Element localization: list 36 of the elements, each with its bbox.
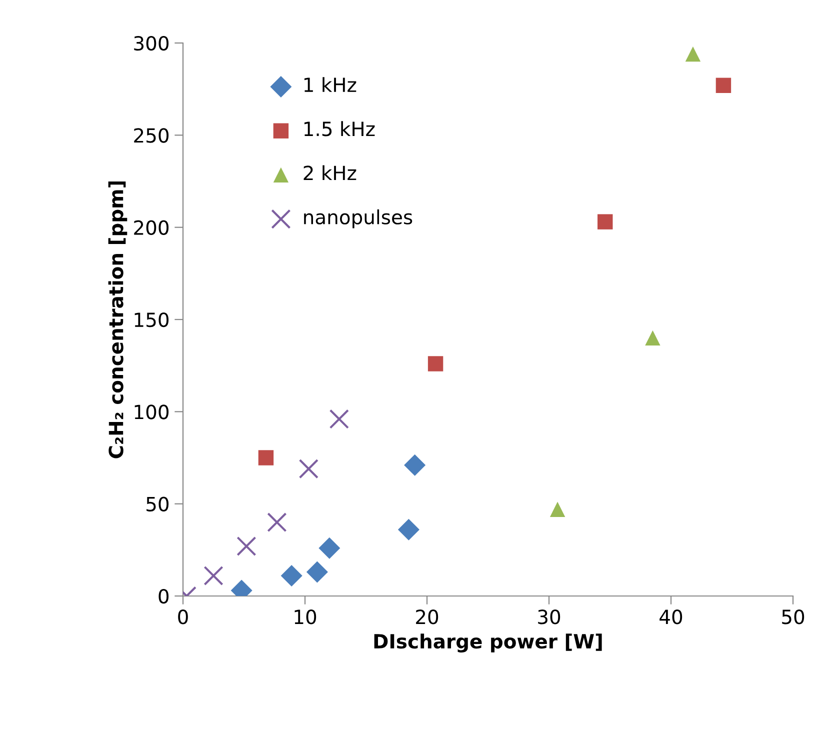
point bbox=[329, 409, 349, 429]
y-tick-label: 250 bbox=[134, 128, 169, 143]
point bbox=[318, 537, 340, 559]
x-tick-label: 20 bbox=[416, 610, 438, 624]
y-tick-label: 300 bbox=[134, 36, 169, 51]
point bbox=[258, 450, 274, 466]
point bbox=[280, 564, 302, 586]
point bbox=[236, 536, 256, 556]
y-tick-label: 0 bbox=[158, 588, 169, 604]
legend-label: 1 kHz bbox=[304, 77, 356, 92]
point bbox=[204, 566, 224, 586]
x-tick-label: 50 bbox=[782, 610, 804, 624]
x-tick-label: 10 bbox=[294, 610, 316, 624]
point bbox=[550, 502, 566, 517]
point bbox=[685, 46, 701, 62]
y-axis-title: C₂H₂ concentration [ppm] bbox=[108, 181, 128, 458]
point bbox=[645, 330, 660, 346]
legend-label: 1.5 kHz bbox=[304, 121, 375, 136]
point bbox=[428, 356, 444, 372]
point bbox=[398, 518, 420, 540]
legend-label: nanopulses bbox=[304, 209, 412, 228]
x-axis-title: DIscharge power [W] bbox=[374, 634, 602, 653]
point bbox=[404, 454, 426, 476]
y-tick-label: 200 bbox=[134, 220, 169, 235]
point bbox=[598, 214, 613, 230]
point bbox=[306, 561, 328, 583]
point bbox=[716, 78, 732, 94]
x-tick-label: 30 bbox=[538, 610, 560, 624]
y-tick-label: 50 bbox=[146, 496, 169, 512]
point bbox=[298, 458, 318, 479]
legend-label: 2 kHz bbox=[304, 165, 356, 180]
x-tick-label: 0 bbox=[178, 610, 188, 624]
y-tick-label: 100 bbox=[134, 404, 169, 420]
point bbox=[267, 512, 287, 532]
y-tick-label: 150 bbox=[134, 312, 169, 328]
x-tick-label: 40 bbox=[660, 610, 682, 624]
